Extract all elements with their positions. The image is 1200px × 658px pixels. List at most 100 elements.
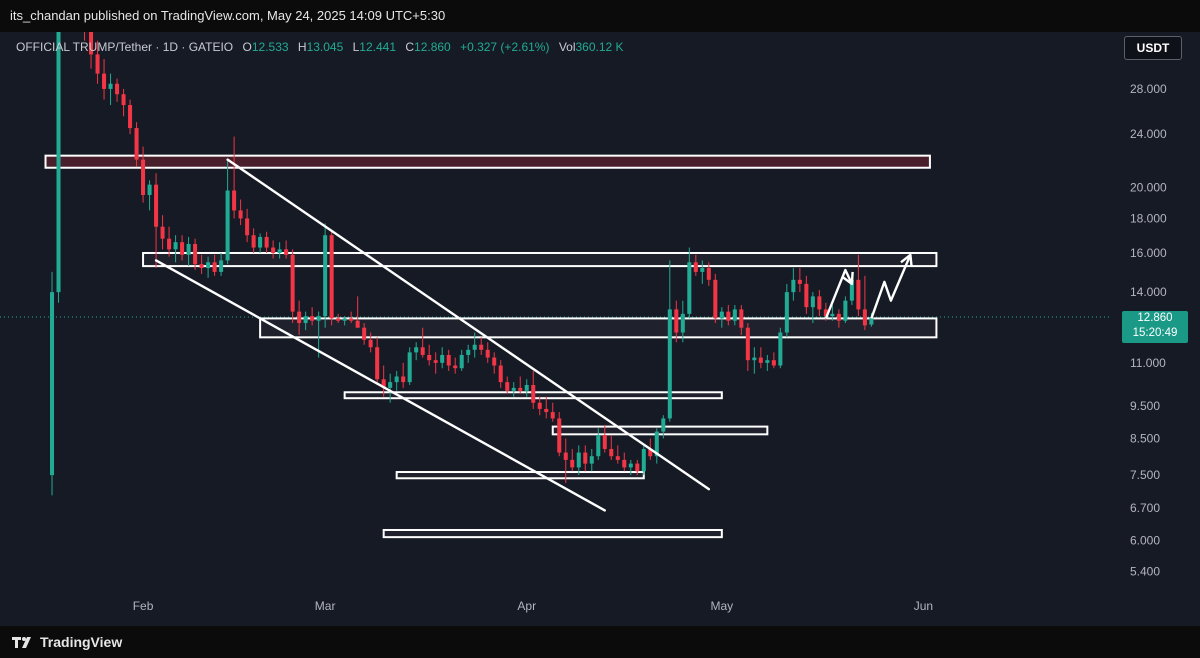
candle [251, 228, 256, 253]
candle-body [661, 418, 666, 432]
candle-body [817, 296, 822, 310]
price-tick-label: 18.000 [1130, 211, 1167, 225]
candle-body [134, 128, 139, 160]
candle-body [706, 268, 711, 280]
candle [167, 226, 172, 257]
candle-body [277, 249, 282, 253]
candle-body [388, 382, 393, 388]
candle-body [290, 254, 295, 312]
candle-body [316, 316, 321, 321]
candle-body [89, 32, 94, 55]
currency-button[interactable]: USDT [1124, 36, 1182, 60]
high-value: 13.045 [306, 40, 344, 54]
bar-countdown: 15:20:49 [1132, 327, 1178, 339]
time-tick-label: May [710, 599, 733, 613]
candle-body [693, 262, 698, 272]
time-tick-label: Feb [133, 599, 154, 613]
candle [310, 307, 315, 326]
candle-body [485, 349, 490, 358]
candle-body [869, 317, 874, 325]
candle-body [583, 452, 588, 464]
candle-body [186, 243, 191, 255]
candle-body [550, 412, 555, 419]
candle [583, 445, 588, 472]
candle-body [147, 184, 152, 195]
tradingview-logo[interactable]: TradingView [12, 634, 122, 650]
candle-body [765, 360, 770, 363]
price-tick-label: 24.000 [1130, 127, 1167, 141]
candle-body [56, 32, 61, 293]
candle [349, 311, 354, 324]
candles-layer [50, 32, 874, 496]
candle [726, 304, 731, 326]
price-chart[interactable]: 28.000 24.000 20.000 18.000 16.000 14.000 11.0… [0, 32, 1200, 626]
candle [771, 352, 776, 369]
candle [401, 362, 406, 388]
chart-area[interactable] [0, 32, 1200, 626]
candle [89, 32, 94, 69]
tradingview-logo-icon [12, 637, 31, 648]
open-value: 12.533 [251, 40, 289, 54]
price-axis: 28.000 24.000 20.000 18.000 16.000 14.000 11.0… [1130, 82, 1167, 579]
price-tick-label: 7.500 [1130, 468, 1160, 482]
candle [193, 238, 198, 270]
change-value: +0.327 (+2.61%) [460, 40, 550, 54]
price-tick-label: 5.400 [1130, 564, 1160, 578]
candle [258, 233, 263, 253]
candle-body [745, 327, 750, 361]
time-tick-label: Jun [914, 599, 933, 613]
candle-body [856, 279, 861, 310]
candle [765, 354, 770, 371]
candle [693, 254, 698, 276]
candle-body [232, 190, 237, 211]
candle [791, 268, 796, 301]
candle [433, 352, 438, 374]
candle [609, 435, 614, 460]
candle [739, 304, 744, 335]
candle-body [667, 309, 672, 419]
candle-body [836, 313, 841, 321]
candle-body [180, 242, 185, 255]
projection-arrow-2 [870, 254, 912, 319]
candle [56, 32, 61, 303]
candle [271, 240, 276, 259]
candle-body [95, 54, 100, 74]
price-tick-label: 6.000 [1130, 534, 1160, 548]
last-price-tag: 12.860 15:20:49 [1122, 311, 1188, 343]
candle [381, 365, 386, 397]
candle [713, 273, 718, 324]
time-tick-label: Apr [517, 599, 536, 613]
candle [362, 323, 367, 345]
candle-body [121, 94, 126, 106]
candle [570, 448, 575, 472]
candle [342, 316, 347, 326]
candle-body [823, 309, 828, 317]
candle [784, 283, 789, 338]
candle-body [160, 226, 165, 239]
candle-body [245, 218, 250, 236]
candle-body [713, 279, 718, 319]
candle-body [141, 159, 146, 195]
candle [687, 247, 692, 319]
candle [420, 327, 425, 358]
candle [778, 327, 783, 369]
candle [732, 304, 737, 326]
projection-arrow-1 [824, 268, 853, 319]
candle [810, 292, 815, 324]
candle-body [303, 316, 308, 324]
candle-body [336, 318, 341, 321]
zone-layer [44, 154, 938, 539]
candle [245, 208, 250, 243]
candle [440, 347, 445, 369]
candle-body [544, 408, 549, 413]
candle-body [427, 354, 432, 361]
candle-body [323, 235, 328, 317]
candle [297, 300, 302, 335]
candle-body [843, 300, 848, 321]
candle-body [719, 311, 724, 319]
candle [563, 438, 568, 484]
publisher-line: its_chandan published on TradingView.com… [10, 8, 446, 23]
candle-body [557, 418, 562, 453]
candle-body [414, 347, 419, 353]
candle [50, 271, 55, 496]
